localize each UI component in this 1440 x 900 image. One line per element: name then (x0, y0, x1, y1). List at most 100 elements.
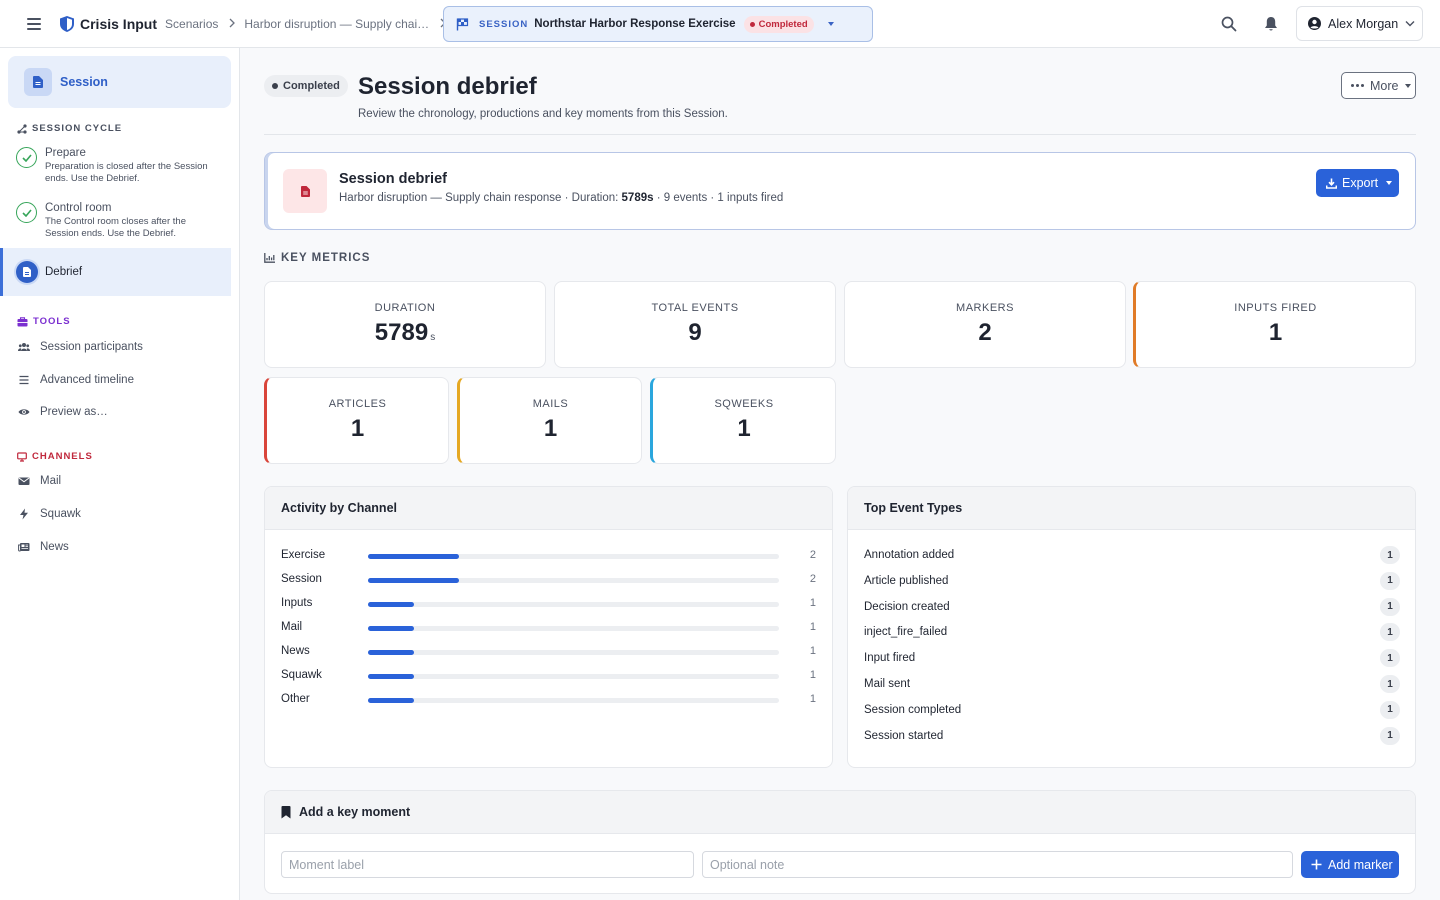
channels-heading: CHANNELS (17, 451, 93, 462)
status-badge: Completed (743, 15, 814, 33)
channel-label: Session (281, 573, 322, 585)
key-metrics-heading: KEY METRICS (264, 252, 370, 264)
section-heading-text: CHANNELS (32, 451, 93, 462)
metric-value: 1 (543, 415, 558, 442)
event-type-row: Annotation added 1 (864, 546, 1400, 564)
cycle-description: Preparation is closed after the Session … (45, 161, 208, 184)
metric-label: SQWEEKS (714, 398, 774, 410)
ellipsis-icon (1351, 84, 1364, 87)
channel-row: Other 1 (281, 693, 817, 707)
event-type-label: Input fired (864, 652, 916, 665)
sidebar-item-session-participants[interactable]: Session participants (18, 341, 143, 353)
session-name: Northstar Harbor Response Exercise (534, 18, 736, 30)
sidebar-item-control-room[interactable]: Control room The Control room closes aft… (16, 202, 213, 240)
metric-articles: ARTICLES 1 (264, 377, 449, 464)
bar-fill (368, 602, 414, 607)
sidebar-item-session[interactable]: Session (8, 56, 231, 108)
sidebar-item-news[interactable]: News (18, 541, 69, 553)
envelope-icon (18, 477, 30, 485)
sidebar-item-mail[interactable]: Mail (18, 475, 61, 487)
more-button[interactable]: More (1341, 72, 1416, 99)
menu-icon[interactable] (24, 14, 44, 34)
session-tag: SESSION (479, 18, 529, 30)
channel-row: Squawk 1 (281, 669, 817, 683)
metric-markers: MARKERS 2 (844, 281, 1126, 368)
channel-count: 1 (809, 597, 816, 609)
metric-sqweeks: SQWEEKS 1 (650, 377, 836, 464)
channel-count: 1 (809, 621, 816, 633)
event-type-row: inject_fire_failed 1 (864, 623, 1400, 642)
metric-label: MAILS (532, 398, 569, 410)
event-type-label: Session completed (864, 703, 962, 716)
channel-row: News 1 (281, 645, 817, 659)
count-badge: 1 (1380, 597, 1400, 616)
chart-icon (264, 253, 275, 263)
nav-label: Squawk (40, 508, 81, 520)
nav-label: Advanced timeline (40, 374, 134, 386)
metric-unit: s (430, 332, 436, 343)
bar-track (368, 674, 779, 679)
bell-icon[interactable] (1261, 14, 1281, 34)
document-icon (16, 261, 38, 283)
export-button[interactable]: Export (1316, 169, 1399, 197)
cycle-title: Control room (45, 202, 112, 214)
more-label: More (1370, 78, 1399, 93)
document-icon (24, 68, 52, 96)
breadcrumb-scenario[interactable]: Harbor disruption — Supply chai… (244, 16, 430, 31)
monitor-icon (17, 451, 27, 462)
card-meta: Harbor disruption — Supply chain respons… (339, 192, 783, 204)
list-icon (19, 375, 29, 385)
metric-total-events: TOTAL EVENTS 9 (554, 281, 836, 368)
moment-label-input[interactable] (281, 851, 694, 878)
status-dot (272, 83, 278, 89)
sidebar-item-prepare[interactable]: Prepare Preparation is closed after the … (16, 147, 213, 185)
brand-name: Crisis Input (80, 15, 158, 32)
channel-count: 2 (809, 549, 816, 561)
metric-value: 9 (688, 319, 702, 346)
metric-duration: DURATION 5789 s (264, 281, 546, 368)
status-text: Completed (283, 80, 340, 92)
sidebar-item-debrief[interactable]: Debrief (0, 248, 231, 296)
channel-label: News (281, 645, 310, 657)
event-type-label: inject_fire_failed (864, 626, 948, 639)
status-text: Completed (758, 18, 808, 30)
channel-count: 1 (809, 645, 816, 657)
channel-row: Mail 1 (281, 621, 817, 635)
count-badge: 1 (1380, 571, 1400, 590)
user-menu-button[interactable]: Alex Morgan (1296, 6, 1423, 41)
plus-icon (1311, 859, 1322, 870)
caret-down-icon (1386, 181, 1393, 185)
search-icon[interactable] (1219, 14, 1239, 34)
metric-mails: MAILS 1 (457, 377, 642, 464)
top-bar: Crisis Input Scenarios Harbor disruption… (0, 0, 1440, 48)
add-marker-button[interactable]: Add marker (1301, 851, 1399, 878)
sidebar-item-preview-as[interactable]: Preview as… (18, 406, 108, 418)
channel-label: Exercise (281, 549, 326, 561)
moment-note-input[interactable] (702, 851, 1293, 878)
event-type-row: Session completed 1 (864, 700, 1400, 719)
metric-value: 1 (350, 415, 365, 442)
panel-heading: Add a key moment (265, 791, 1415, 834)
cycle-title: Prepare (45, 147, 86, 159)
user-circle-icon (1308, 17, 1321, 30)
breadcrumb-scenarios[interactable]: Scenarios (165, 16, 219, 31)
brand[interactable]: Crisis Input (60, 15, 158, 32)
nav-label: Session participants (40, 341, 143, 353)
count-badge: 1 (1380, 546, 1400, 564)
count-badge: 1 (1380, 726, 1400, 745)
channel-row: Exercise 2 (281, 549, 817, 563)
session-selector[interactable]: SESSION Northstar Harbor Response Exerci… (443, 6, 873, 42)
bar-track (368, 602, 779, 607)
sidebar-item-advanced-timeline[interactable]: Advanced timeline (18, 374, 134, 386)
event-type-row: Decision created 1 (864, 597, 1400, 616)
key-moment-panel: Add a key moment Add marker (264, 790, 1416, 894)
channel-label: Mail (281, 621, 303, 633)
bar-fill (368, 674, 414, 679)
bar-fill (368, 650, 414, 655)
bar-track (368, 554, 779, 559)
sidebar-item-squawk[interactable]: Squawk (18, 508, 81, 520)
bookmark-icon (281, 805, 291, 818)
sidebar-item-label: Debrief (45, 266, 83, 278)
metric-number: 5789 (374, 319, 429, 346)
section-heading-text: SESSION CYCLE (32, 123, 123, 134)
